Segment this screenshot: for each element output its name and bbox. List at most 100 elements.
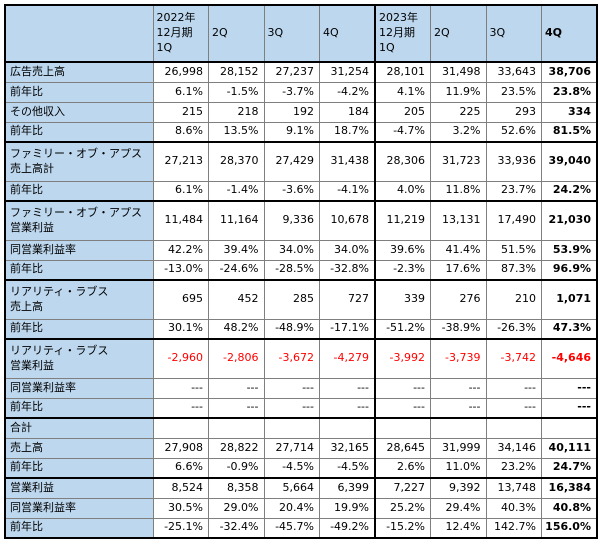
data-cell: -0.9% (208, 457, 265, 479)
data-cell: 695 (152, 279, 209, 320)
row-label: 前年比 (4, 81, 154, 103)
table-row: 前年比 8.6% 13.5% 9.1% 18.7% -4.7% 3.2% 52.6% 81.5% (4, 121, 598, 143)
data-cell: 39,040 (541, 141, 598, 182)
data-cell: -49.2% (319, 517, 376, 539)
data-cell: 7,227 (374, 477, 431, 499)
data-cell: -45.7% (263, 517, 320, 539)
data-cell: 39.6% (374, 239, 431, 261)
data-cell: 218 (208, 101, 265, 123)
data-cell: 27,237 (263, 61, 320, 83)
data-cell: 8.6% (152, 121, 209, 143)
data-cell: -2,806 (208, 338, 265, 379)
data-cell: -25.1% (152, 517, 209, 539)
data-cell: 11.8% (430, 180, 487, 202)
row-label: 売上高 (4, 437, 154, 459)
data-cell: 28,822 (208, 437, 265, 459)
header-row: 2022年 12月期 1Q 2Q 3Q 4Q 2023年 12月期 1Q 2Q … (4, 4, 598, 63)
data-cell: 25.2% (374, 497, 431, 519)
data-cell: 6.1% (152, 81, 209, 103)
data-cell: 293 (485, 101, 542, 123)
data-cell: 28,645 (374, 437, 431, 459)
table-body: 広告売上高 26,998 28,152 27,237 31,254 28,101 31,49… (4, 61, 598, 539)
data-cell: 27,908 (152, 437, 209, 459)
data-cell: 13,748 (485, 477, 542, 499)
table-row: 営業利益 8,524 8,358 5,664 6,399 7,227 9,392 13,748… (4, 477, 598, 499)
data-cell: 30.5% (152, 497, 209, 519)
data-cell (319, 417, 376, 439)
row-label: 同営業利益率 (4, 239, 154, 261)
data-cell: 727 (319, 279, 376, 320)
data-cell: 26,998 (152, 61, 209, 83)
data-cell: -4.5% (319, 457, 376, 479)
row-label: 前年比 (4, 517, 154, 539)
data-cell: --- (485, 377, 542, 399)
data-cell: -13.0% (152, 259, 209, 281)
data-cell: 3.2% (430, 121, 487, 143)
data-cell: 19.9% (319, 497, 376, 519)
data-cell: 11.9% (430, 81, 487, 103)
data-cell: -26.3% (485, 318, 542, 340)
data-cell: 184 (319, 101, 376, 123)
data-cell: 29.0% (208, 497, 265, 519)
data-cell: 215 (152, 101, 209, 123)
row-label: 合計 (4, 417, 154, 439)
data-cell: -24.6% (208, 259, 265, 281)
data-cell: 2.6% (374, 457, 431, 479)
data-cell: 4.0% (374, 180, 431, 202)
row-label: ファミリー・オブ・アプス 営業利益 (4, 200, 154, 241)
corner-cell (4, 4, 154, 63)
data-cell: -28.5% (263, 259, 320, 281)
data-cell: 27,213 (152, 141, 209, 182)
data-cell: 32,165 (319, 437, 376, 459)
data-cell: -3.6% (263, 180, 320, 202)
data-cell: -3,992 (374, 338, 431, 379)
data-cell: 142.7% (485, 517, 542, 539)
table-row: その他収入 215 218 192 184 205 225 293 334 (4, 101, 598, 123)
data-cell: 47.3% (541, 318, 598, 340)
data-cell (430, 417, 487, 439)
row-label: 広告売上高 (4, 61, 154, 83)
data-cell: -4,646 (541, 338, 598, 379)
financial-quarterly-table: 2022年 12月期 1Q 2Q 3Q 4Q 2023年 12月期 1Q 2Q … (4, 4, 598, 539)
data-cell: -4,279 (319, 338, 376, 379)
table-row: リアリティ・ラブス 営業利益 -2,960 -2,806 -3,672 -4,279 -3… (4, 338, 598, 379)
row-label: リアリティ・ラブス 営業利益 (4, 338, 154, 379)
data-cell: -3,672 (263, 338, 320, 379)
data-cell: 9,336 (263, 200, 320, 241)
data-cell: 28,306 (374, 141, 431, 182)
data-cell: 34.0% (263, 239, 320, 261)
data-cell: 81.5% (541, 121, 598, 143)
data-cell: 23.8% (541, 81, 598, 103)
data-cell: 23.7% (485, 180, 542, 202)
data-cell: -48.9% (263, 318, 320, 340)
data-cell: -51.2% (374, 318, 431, 340)
data-cell: -4.2% (319, 81, 376, 103)
data-cell: --- (430, 377, 487, 399)
data-cell: 41.4% (430, 239, 487, 261)
data-cell: 31,438 (319, 141, 376, 182)
data-cell: 192 (263, 101, 320, 123)
data-cell: 23.2% (485, 457, 542, 479)
table-row: 同営業利益率 42.2% 39.4% 34.0% 34.0% 39.6% 41.4% 51.5… (4, 239, 598, 261)
table-row: 売上高 27,908 28,822 27,714 32,165 28,645 31,999 3… (4, 437, 598, 459)
data-cell: 20.4% (263, 497, 320, 519)
data-cell: 31,254 (319, 61, 376, 83)
data-cell (485, 417, 542, 439)
data-cell: 28,152 (208, 61, 265, 83)
data-cell: -4.7% (374, 121, 431, 143)
table-row: 同営業利益率 30.5% 29.0% 20.4% 19.9% 25.2% 29.4% 40.3… (4, 497, 598, 519)
data-cell: 17.6% (430, 259, 487, 281)
data-cell: 29.4% (430, 497, 487, 519)
data-cell: 23.5% (485, 81, 542, 103)
data-cell: -4.1% (319, 180, 376, 202)
data-cell: --- (319, 397, 376, 419)
row-label: 前年比 (4, 121, 154, 143)
table-row: 前年比 6.1% -1.5% -3.7% -4.2% 4.1% 11.9% 23.5% 23.8… (4, 81, 598, 103)
data-cell: 31,498 (430, 61, 487, 83)
table-row: 合計 (4, 417, 598, 439)
data-cell: 18.7% (319, 121, 376, 143)
data-cell: 11,164 (208, 200, 265, 241)
table-row: ファミリー・オブ・アプス 売上高計 27,213 28,370 27,429 31,43… (4, 141, 598, 182)
table-header: 2022年 12月期 1Q 2Q 3Q 4Q 2023年 12月期 1Q 2Q … (4, 4, 598, 63)
